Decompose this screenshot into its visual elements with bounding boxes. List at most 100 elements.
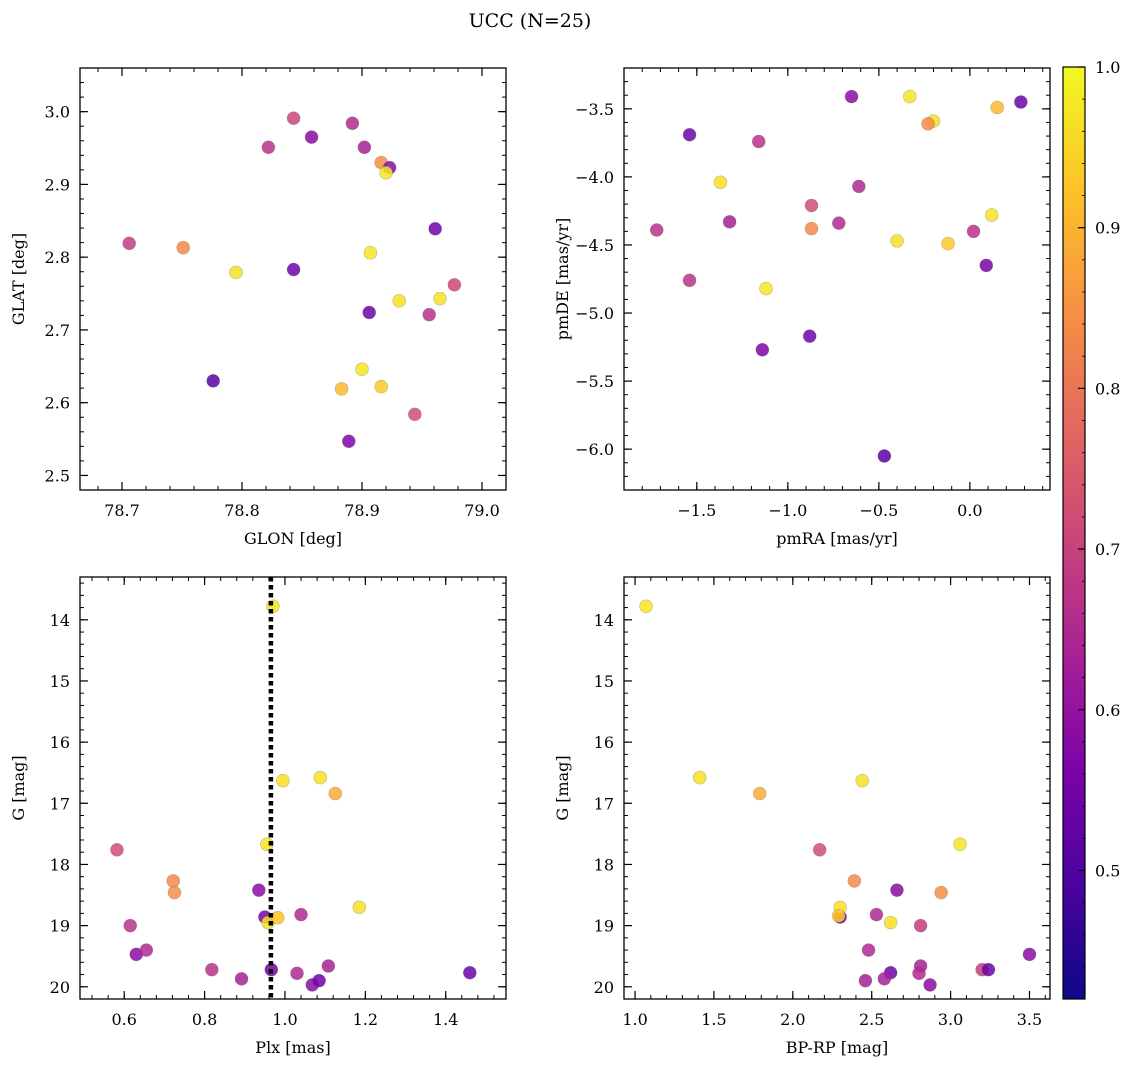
x-tick-label: −0.5 [859, 501, 898, 520]
scatter-point [966, 224, 981, 239]
scatter-point [167, 885, 182, 900]
y-tick-label: −4.5 [575, 236, 614, 255]
colorbar: 0.5 0.6 0.7 0.8 0.9 1.0 [1062, 58, 1120, 1000]
scatter-point [832, 216, 846, 230]
y-tick-label: 19 [594, 917, 614, 936]
points [122, 111, 462, 449]
colorbar-tick-label: 0.7 [1095, 540, 1120, 559]
scatter-point [123, 918, 138, 933]
axes-frame [79, 576, 507, 1000]
x-axis-label: BP-RP [mag] [786, 1038, 888, 1057]
scatter-point [379, 165, 393, 180]
y-tick-label: 20 [50, 978, 70, 997]
scatter-point [428, 221, 443, 236]
axes-frame [623, 576, 1051, 1000]
y-tick-label: 2.9 [45, 175, 70, 194]
y-axis-label: G [mag] [9, 755, 28, 820]
scatter-point [752, 786, 767, 801]
x-tick-label: 0.6 [111, 1010, 136, 1029]
scatter-point [341, 434, 356, 449]
scatter-point [869, 907, 884, 922]
panel-plx-g: 0.6 0.8 1.0 1.2 1.4 14 15 16 17 18 19 20 Plx [mas] G … [9, 576, 507, 1057]
scatter-point [941, 236, 955, 251]
scatter-point [921, 117, 935, 131]
x-tick-label: 3.0 [938, 1010, 963, 1029]
scatter-point [252, 883, 266, 897]
scatter-point [979, 258, 994, 273]
scatter-point [270, 910, 285, 925]
x-tick-label: 1.0 [622, 1010, 647, 1029]
scatter-point [802, 329, 817, 343]
y-tick-label: 17 [50, 794, 70, 813]
scatter-point [981, 962, 996, 977]
scatter-point [304, 130, 319, 144]
colorbar-tick-label: 0.8 [1095, 379, 1120, 398]
scatter-point [407, 407, 422, 422]
x-tick-label: 78.8 [224, 501, 260, 520]
points [639, 599, 1037, 992]
x-axis-label: Plx [mas] [255, 1038, 330, 1057]
panel-pmra-pmde: −1.5 −1.0 −0.5 0.0 −6.0 −5.5 −5.0 −4.5 −4.0 −3.5 p… [553, 67, 1051, 548]
x-axis-label: pmRA [mas/yr] [776, 529, 898, 548]
scatter-point [294, 907, 308, 922]
x-tick-label: 78.9 [344, 501, 380, 520]
scatter-point [276, 773, 290, 788]
scatter-point [639, 599, 653, 614]
scatter-point [759, 281, 773, 296]
scatter-point [913, 918, 928, 933]
scatter-point [890, 883, 904, 897]
y-tick-label: 2.5 [45, 466, 70, 485]
colorbar-gradient [1062, 66, 1086, 1000]
scatter-point [362, 305, 377, 320]
x-tick-label: 2.0 [780, 1010, 805, 1029]
scatter-point [847, 874, 862, 888]
scatter-point [357, 140, 372, 155]
scatter-point [890, 234, 904, 248]
scatter-point [139, 943, 154, 957]
scatter-point [953, 837, 967, 852]
x-tick-label: 1.0 [272, 1010, 297, 1029]
scatter-point [844, 89, 859, 104]
scatter-point [877, 449, 892, 463]
scatter-point [812, 842, 827, 857]
y-tick-label: −3.5 [575, 100, 614, 119]
scatter-point [286, 111, 301, 126]
y-axis-label: GLAT [deg] [9, 233, 28, 325]
y-tick-label: 18 [50, 855, 70, 874]
scatter-point [355, 362, 369, 377]
scatter-point [883, 915, 898, 930]
x-tick-label: 1.5 [701, 1010, 726, 1029]
scatter-point [206, 374, 220, 388]
scatter-point [229, 265, 243, 280]
y-tick-label: 2.7 [45, 321, 70, 340]
scatter-point [374, 379, 389, 394]
y-tick-label: 15 [594, 672, 614, 691]
scatter-point [877, 972, 892, 986]
y-tick-label: 2.8 [45, 248, 70, 267]
scatter-point [923, 978, 937, 992]
scatter-point [722, 215, 737, 229]
axes-frame [623, 67, 1051, 491]
axes-frame [79, 67, 507, 491]
panel-glon-glat: 78.7 78.8 78.9 79.0 2.5 2.6 2.7 2.8 2.9 3.0 GLON [… [9, 67, 507, 548]
x-tick-label: 79.0 [464, 501, 500, 520]
scatter-point [290, 966, 304, 981]
scatter-point [328, 786, 342, 801]
y-tick-label: −5.0 [575, 304, 614, 323]
x-tick-label: −1.5 [677, 501, 716, 520]
scatter-point [804, 198, 819, 213]
colorbar-tick-label: 1.0 [1095, 58, 1120, 77]
scatter-point [422, 307, 437, 322]
scatter-point [433, 291, 447, 306]
x-axis-label: GLON [deg] [244, 529, 342, 548]
scatter-point [912, 966, 926, 981]
scatter-point [286, 262, 301, 277]
scatter-point [363, 246, 378, 260]
scatter-point [751, 134, 766, 149]
y-tick-label: 16 [50, 733, 70, 752]
scatter-point [110, 842, 124, 857]
y-tick-label: −4.0 [575, 168, 614, 187]
scatter-point [352, 900, 367, 915]
scatter-point [713, 175, 728, 190]
